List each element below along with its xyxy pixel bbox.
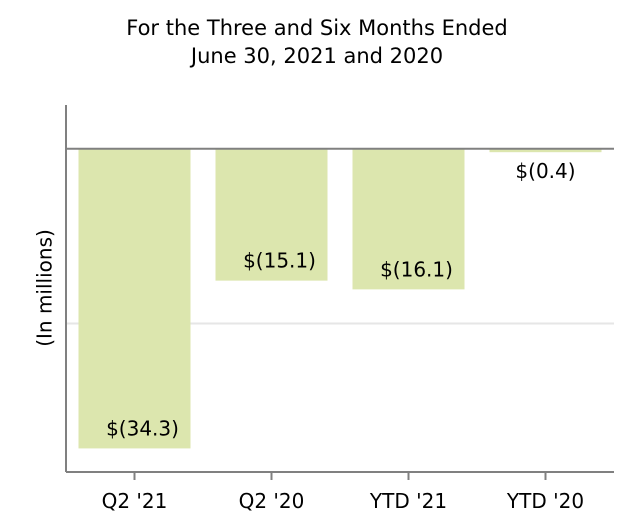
- bar-2: [352, 148, 465, 290]
- data-labels: $(34.3) $(15.1) $(16.1) $(0.4): [106, 159, 576, 440]
- bar-1: [215, 148, 328, 281]
- bar-0: [78, 148, 191, 449]
- bar-3: [489, 148, 602, 153]
- chart-title-line-1: For the Three and Six Months Ended: [126, 16, 508, 40]
- chart-title-line-2: June 30, 2021 and 2020: [190, 44, 444, 68]
- x-tick-label-0: Q2 '21: [102, 489, 168, 513]
- y-axis-label: (In millions): [33, 229, 57, 347]
- data-label-1: $(15.1): [243, 249, 316, 273]
- x-tick-label-2: YTD '21: [369, 489, 447, 513]
- data-label-0: $(34.3): [106, 416, 179, 440]
- x-tick-label-1: Q2 '20: [239, 489, 305, 513]
- x-ticks: Q2 '21 Q2 '20 YTD '21 YTD '20: [102, 472, 584, 513]
- axes: [65, 105, 614, 473]
- data-label-2: $(16.1): [380, 257, 453, 281]
- x-tick-label-3: YTD '20: [506, 489, 584, 513]
- bars: [78, 148, 602, 449]
- data-label-3: $(0.4): [515, 159, 575, 183]
